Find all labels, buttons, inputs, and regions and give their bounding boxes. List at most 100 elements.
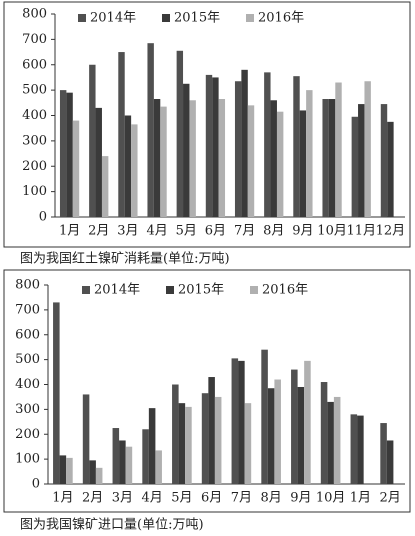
y-tick-label: 0 xyxy=(39,210,47,225)
bar xyxy=(327,401,334,484)
legend-label: 2014年 xyxy=(90,11,136,26)
bar xyxy=(264,72,271,217)
y-tick-label: 100 xyxy=(22,184,47,199)
chart-caption: 图为我国红土镍矿消耗量(单位:万吨) xyxy=(20,251,230,267)
bar xyxy=(212,77,219,217)
bar xyxy=(322,99,329,217)
bar xyxy=(380,104,388,217)
y-tick-label: 700 xyxy=(15,302,40,317)
x-tick-label: 1月 xyxy=(52,491,73,506)
x-tick-label: 3月 xyxy=(117,224,138,239)
x-tick-label: 11月 xyxy=(346,224,376,239)
bar xyxy=(208,377,215,484)
x-tick-label: 8月 xyxy=(260,491,281,506)
bar xyxy=(218,99,226,217)
legend-swatch xyxy=(78,14,86,22)
bar xyxy=(299,110,307,217)
bar xyxy=(335,82,342,217)
chart-caption: 图为我国镍矿进口量(单位:万吨) xyxy=(20,518,204,533)
bar xyxy=(304,360,311,484)
x-tick-label: 6月 xyxy=(205,224,226,239)
bar xyxy=(247,105,255,217)
y-tick-label: 800 xyxy=(15,278,40,293)
y-tick-label: 500 xyxy=(15,352,40,367)
legend-swatch xyxy=(162,14,170,22)
bar xyxy=(178,403,186,484)
bar xyxy=(333,396,341,484)
x-tick-label: 10月 xyxy=(317,224,347,239)
bar xyxy=(153,99,161,217)
bar xyxy=(172,384,179,484)
bar xyxy=(148,408,156,484)
bar xyxy=(214,396,222,484)
y-tick-label: 800 xyxy=(22,7,47,22)
bar xyxy=(231,358,239,484)
bar xyxy=(118,52,125,217)
bar xyxy=(328,99,336,217)
bar xyxy=(183,83,190,217)
frame xyxy=(3,269,411,513)
bar xyxy=(357,415,364,484)
bar xyxy=(293,76,300,217)
bar xyxy=(124,115,132,217)
bar xyxy=(72,120,80,217)
bar xyxy=(351,116,359,217)
x-tick-label: 2月 xyxy=(88,224,109,239)
bar xyxy=(244,403,252,484)
x-tick-label: 1月 xyxy=(59,224,80,239)
y-tick-label: 600 xyxy=(15,327,40,342)
x-tick-label: 5月 xyxy=(171,491,192,506)
bar xyxy=(95,467,103,484)
bar xyxy=(53,302,60,484)
bar xyxy=(59,455,67,484)
bar xyxy=(125,446,133,484)
x-tick-label: 4月 xyxy=(141,491,162,506)
bar xyxy=(297,386,305,484)
bar xyxy=(241,69,248,217)
bar xyxy=(160,106,167,217)
bar xyxy=(112,428,120,484)
bar xyxy=(59,90,67,217)
legend-label: 2015年 xyxy=(178,283,224,298)
x-tick-label: 10月 xyxy=(316,491,346,506)
bar xyxy=(101,156,109,217)
bar xyxy=(66,92,73,217)
bar xyxy=(267,388,275,484)
x-tick-label: 9月 xyxy=(290,491,311,506)
y-tick-label: 200 xyxy=(22,159,47,174)
bar xyxy=(176,50,184,218)
y-tick-label: 400 xyxy=(22,108,47,123)
bar xyxy=(201,393,209,484)
bar xyxy=(291,369,298,484)
bar xyxy=(89,64,96,217)
bar xyxy=(147,43,154,218)
y-tick-label: 300 xyxy=(15,402,40,417)
bar xyxy=(95,107,102,217)
bar xyxy=(82,394,90,484)
bar xyxy=(276,111,284,217)
x-tick-label: 4月 xyxy=(146,224,167,239)
x-tick-label: 2月 xyxy=(82,491,103,506)
legend-swatch xyxy=(246,14,254,22)
bar xyxy=(89,460,96,484)
y-tick-label: 700 xyxy=(22,32,47,47)
bar xyxy=(350,414,358,484)
bar xyxy=(358,104,365,217)
legend-swatch xyxy=(250,286,258,294)
bar xyxy=(131,124,138,217)
bar xyxy=(261,349,268,484)
frame xyxy=(3,1,411,248)
legend-label: 2016年 xyxy=(262,283,308,298)
x-tick-label: 2月 xyxy=(379,491,400,506)
y-tick-label: 400 xyxy=(15,377,40,392)
y-tick-label: 200 xyxy=(15,427,40,442)
bar xyxy=(386,440,394,484)
legend-swatch xyxy=(166,286,174,294)
bar xyxy=(185,406,192,484)
bar xyxy=(270,100,277,217)
bar xyxy=(205,74,213,218)
bar xyxy=(380,423,387,484)
x-tick-label: 1月 xyxy=(350,491,371,506)
